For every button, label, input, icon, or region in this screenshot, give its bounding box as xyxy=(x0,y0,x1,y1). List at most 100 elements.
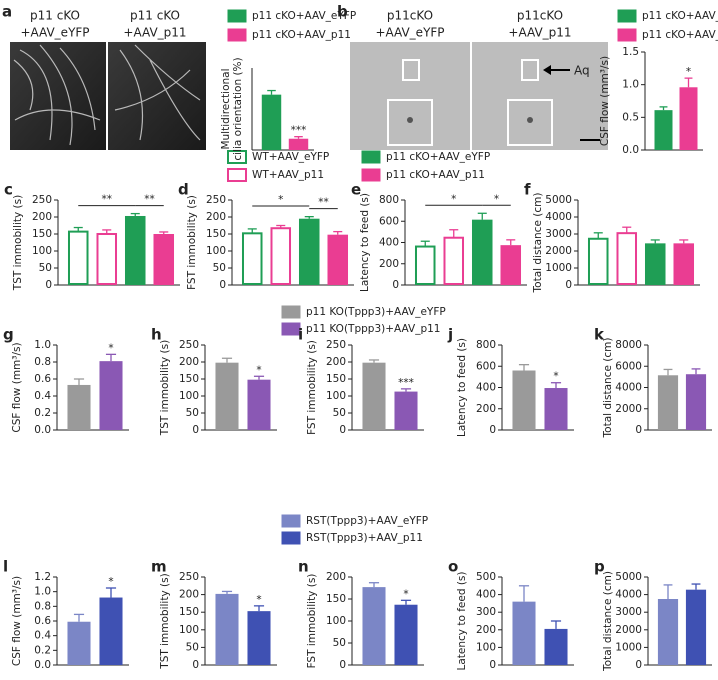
y-tick-label: 400 xyxy=(476,382,496,394)
y-axis-label: FST immobility (s) xyxy=(306,574,318,669)
y-tick-label: 0 xyxy=(489,659,496,671)
panel-letter: e xyxy=(351,181,361,199)
bar xyxy=(247,611,271,665)
legend-swatch xyxy=(281,514,301,528)
y-tick-label: 0.6 xyxy=(34,373,51,385)
y-tick-label: 50 xyxy=(333,637,346,649)
significance: ** xyxy=(102,194,113,206)
y-tick-label: 100 xyxy=(32,245,52,257)
y-tick-label: 3000 xyxy=(615,606,642,618)
bar xyxy=(99,361,123,430)
image-label: +AAV_eYFP xyxy=(20,26,89,40)
y-tick-label: 0 xyxy=(565,279,572,291)
significance: * xyxy=(403,588,408,600)
image-label: +AAV_p11 xyxy=(123,26,186,40)
y-tick-label: 600 xyxy=(379,215,399,227)
bar xyxy=(587,237,609,285)
y-tick-label: 500 xyxy=(476,571,496,583)
significance: * xyxy=(108,342,113,354)
significance: ** xyxy=(144,194,155,206)
bar xyxy=(512,370,536,430)
y-tick-label: 0 xyxy=(489,424,496,436)
y-tick-label: 1.2 xyxy=(34,571,51,583)
y-tick-label: 0.8 xyxy=(34,600,51,612)
image-annotation: Aq xyxy=(574,64,590,78)
bar xyxy=(657,375,679,430)
legend-label: p11 cKO+AAV_p11 xyxy=(252,29,351,41)
y-axis-label: FST immobility (s) xyxy=(306,340,318,435)
y-tick-label: 100 xyxy=(326,615,346,627)
legend-label: p11 KO(Tppp3)+AAV_eYFP xyxy=(306,306,446,318)
significance: * xyxy=(451,193,456,205)
y-tick-label: 0 xyxy=(635,659,642,671)
y-tick-label: 0.4 xyxy=(34,390,51,402)
y-tick-label: 0 xyxy=(219,279,226,291)
y-tick-label: 250 xyxy=(179,339,199,351)
y-tick-label: 1.0 xyxy=(622,79,639,91)
bar xyxy=(261,94,282,150)
y-tick-label: 50 xyxy=(333,407,346,419)
y-axis-label: CSF flow (mm³/s) xyxy=(11,576,23,666)
bar xyxy=(67,230,89,285)
bar xyxy=(215,362,239,430)
y-tick-label: 100 xyxy=(206,245,226,257)
bar xyxy=(288,138,309,150)
y-tick-label: 200 xyxy=(179,589,199,601)
y-tick-label: 0.0 xyxy=(622,144,639,156)
legend-swatch xyxy=(617,28,637,42)
image-label: p11cKO xyxy=(387,9,433,23)
y-tick-label: 100 xyxy=(179,390,199,402)
legend-swatch xyxy=(361,150,381,164)
y-tick-label: 8000 xyxy=(615,339,642,351)
y-tick-label: 400 xyxy=(476,589,496,601)
bar xyxy=(673,243,695,285)
y-tick-label: 0 xyxy=(635,424,642,436)
y-tick-label: 0.8 xyxy=(34,356,51,368)
panel-letter: b xyxy=(337,3,348,21)
y-tick-label: 200 xyxy=(326,356,346,368)
y-tick-label: 1000 xyxy=(545,262,572,274)
y-tick-label: 200 xyxy=(379,258,399,270)
significance: * xyxy=(278,194,283,206)
bar xyxy=(362,362,386,430)
y-tick-label: 600 xyxy=(476,360,496,372)
panel-letter: n xyxy=(298,558,309,576)
bar xyxy=(362,587,386,665)
y-tick-label: 1000 xyxy=(615,641,642,653)
significance: *** xyxy=(291,125,307,137)
y-tick-label: 100 xyxy=(179,624,199,636)
y-tick-label: 0.4 xyxy=(34,630,51,642)
panel-letter: m xyxy=(151,558,167,576)
legend-label: p11 cKO+AAV_eYFP xyxy=(252,10,356,22)
legend-label: p11 KO(Tppp3)+AAV_p11 xyxy=(306,323,440,335)
y-tick-label: 250 xyxy=(179,571,199,583)
legend-label: p11 cKO+AAV_eYFP xyxy=(642,10,718,22)
y-tick-label: 50 xyxy=(213,262,226,274)
y-tick-label: 0.0 xyxy=(34,659,51,671)
panel-letter: f xyxy=(524,181,531,199)
y-tick-label: 150 xyxy=(206,228,226,240)
y-axis-label: Latency to feed (s) xyxy=(456,338,468,437)
image-label: +AAV_p11 xyxy=(508,26,571,40)
panel-letter: d xyxy=(178,181,189,199)
bar xyxy=(544,628,568,665)
image-label: p11 cKO xyxy=(130,9,180,23)
bar xyxy=(685,589,707,665)
y-tick-label: 5000 xyxy=(545,194,572,206)
y-tick-label: 150 xyxy=(326,593,346,605)
y-tick-label: 800 xyxy=(379,194,399,206)
legend-swatch xyxy=(281,322,301,336)
y-tick-label: 50 xyxy=(186,641,199,653)
y-axis-label: Total distance (cm) xyxy=(602,571,614,672)
legend-swatch xyxy=(281,531,301,545)
